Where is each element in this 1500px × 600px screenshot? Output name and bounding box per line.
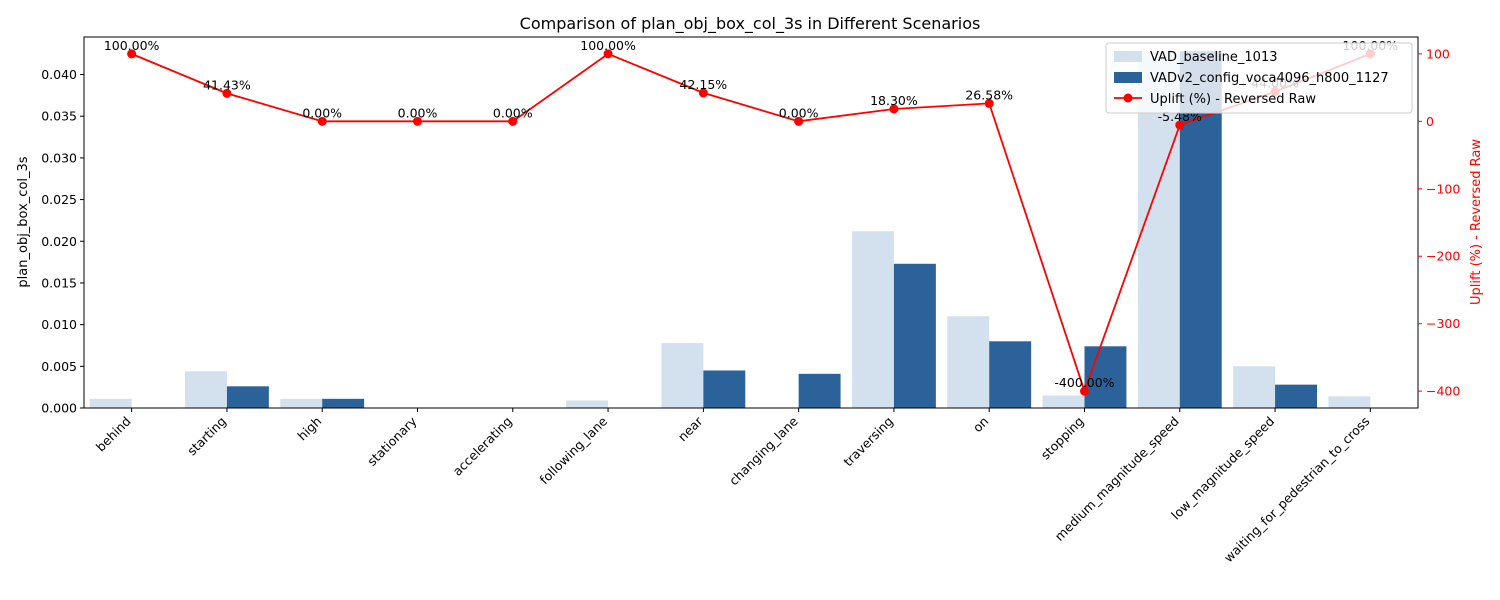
legend-swatch-vadv2 xyxy=(1114,72,1142,83)
left-y-axis: 0.000 0.005 0.010 0.015 0.020 0.025 0.030 0.035… xyxy=(41,67,84,416)
uplift-point-accelerating xyxy=(508,116,518,126)
uplift-data-label: 0.00% xyxy=(302,105,342,120)
x-tick-label-changing-lane: changing_lane xyxy=(726,413,801,488)
bar-vadv2-changing-lane xyxy=(798,373,841,408)
uplift-data-label: 100.00% xyxy=(104,38,160,53)
uplift-point-on xyxy=(984,98,994,108)
y-tick-label: 0.025 xyxy=(41,192,77,207)
y2-tick-label: −300 xyxy=(1426,316,1460,331)
uplift-point-stationary xyxy=(413,116,422,126)
y-tick-label: 0.035 xyxy=(41,109,77,124)
x-tick-label-high: high xyxy=(294,414,324,444)
bar-baseline-stopping xyxy=(1042,395,1085,408)
y-tick-label: 0.010 xyxy=(41,317,77,332)
uplift-point-following-lane xyxy=(603,49,613,59)
x-tick-label-low-magnitude-speed: low_magnitude_speed xyxy=(1168,414,1277,523)
x-tick-label-accelerating: accelerating xyxy=(450,414,515,479)
uplift-data-label: 0.00% xyxy=(493,105,533,120)
bar-group xyxy=(89,51,1371,409)
uplift-point-traversing xyxy=(889,104,899,114)
bar-baseline-waiting-for-pedestrian-to-cross xyxy=(1328,396,1371,408)
x-tick-label-stationary: stationary xyxy=(364,413,420,469)
y2-tick-label: −400 xyxy=(1426,384,1460,399)
uplift-data-label: -400.00% xyxy=(1054,375,1114,390)
y2-tick-label: 100 xyxy=(1426,46,1450,61)
bar-baseline-high xyxy=(280,398,323,408)
legend-swatch-baseline xyxy=(1114,51,1142,62)
y2-tick-label: −100 xyxy=(1426,181,1460,196)
uplift-point-starting xyxy=(222,88,232,98)
plot-frame xyxy=(83,36,1419,409)
uplift-data-label: 0.00% xyxy=(398,105,438,120)
bar-vadv2-traversing xyxy=(893,263,936,408)
y-tick-label: 0.000 xyxy=(41,401,77,416)
legend-label: Uplift (%) - Reversed Raw xyxy=(1150,92,1316,107)
uplift-data-label: 0.00% xyxy=(779,105,819,120)
uplift-point-behind xyxy=(127,49,137,59)
y-axis-title: plan_obj_box_col_3s xyxy=(16,156,31,287)
bar-baseline-near xyxy=(661,342,704,408)
bar-vadv2-starting xyxy=(226,386,269,408)
x-axis: behind starting high stationary accelerating… xyxy=(93,408,1372,565)
uplift-point-stopping xyxy=(1080,386,1089,396)
bar-baseline-following-lane xyxy=(566,400,609,408)
x-tick-label-following-lane: following_lane xyxy=(537,413,611,487)
bar-baseline-behind xyxy=(89,398,132,408)
x-tick-label-traversing: traversing xyxy=(840,414,896,470)
x-tick-label-behind: behind xyxy=(93,414,134,455)
bar-vadv2-high xyxy=(322,398,365,408)
uplift-line xyxy=(131,52,1371,394)
y-tick-label: 0.020 xyxy=(41,234,77,249)
bar-vadv2-stopping xyxy=(1084,346,1127,408)
x-tick-label-on: on xyxy=(970,414,992,436)
legend-label: VADv2_config_voca4096_h800_1127 xyxy=(1150,71,1389,86)
uplift-data-label: 42.15% xyxy=(680,77,728,92)
uplift-line-group xyxy=(127,49,1375,396)
y2-tick-label: 0 xyxy=(1426,114,1434,129)
y-tick-label: 0.015 xyxy=(41,275,77,290)
uplift-point-medium-magnitude-speed xyxy=(1175,120,1185,130)
x-tick-label-stopping: stopping xyxy=(1038,414,1087,463)
legend: VAD_baseline_1013 VADv2_config_voca4096_h… xyxy=(1105,42,1413,114)
uplift-data-label: 26.58% xyxy=(965,87,1013,102)
right-y-axis: 100 0 −100 −200 −300 −400 xyxy=(1418,46,1460,399)
right-y-axis-title: Uplift (%) - Reversed Raw xyxy=(1469,139,1484,305)
uplift-point-near xyxy=(698,88,708,98)
bar-baseline-starting xyxy=(185,371,227,408)
legend-box xyxy=(1105,42,1413,114)
chart-title: Comparison of plan_obj_box_col_3s in Dif… xyxy=(520,14,981,34)
bar-vadv2-low-magnitude-speed xyxy=(1275,384,1317,408)
y-tick-label: 0.040 xyxy=(41,67,77,82)
uplift-data-label: 100.00% xyxy=(580,38,636,53)
uplift-data-label: 41.43% xyxy=(203,77,251,92)
legend-line-marker xyxy=(1123,93,1133,103)
bar-vadv2-near xyxy=(703,370,746,408)
y-tick-label: 0.030 xyxy=(41,150,77,165)
x-tick-label-near: near xyxy=(675,413,706,444)
bar-baseline-on xyxy=(947,316,990,408)
bar-baseline-traversing xyxy=(852,231,894,408)
x-tick-label-starting: starting xyxy=(184,414,229,459)
bar-vadv2-on xyxy=(989,341,1032,408)
uplift-point-changing-lane xyxy=(794,116,804,126)
uplift-data-label: 18.30% xyxy=(870,93,918,108)
y-tick-label: 0.005 xyxy=(41,359,77,374)
legend-label: VAD_baseline_1013 xyxy=(1150,50,1278,65)
uplift-point-high xyxy=(317,116,327,126)
y2-tick-label: −200 xyxy=(1426,249,1460,264)
bar-baseline-low-magnitude-speed xyxy=(1233,366,1276,408)
